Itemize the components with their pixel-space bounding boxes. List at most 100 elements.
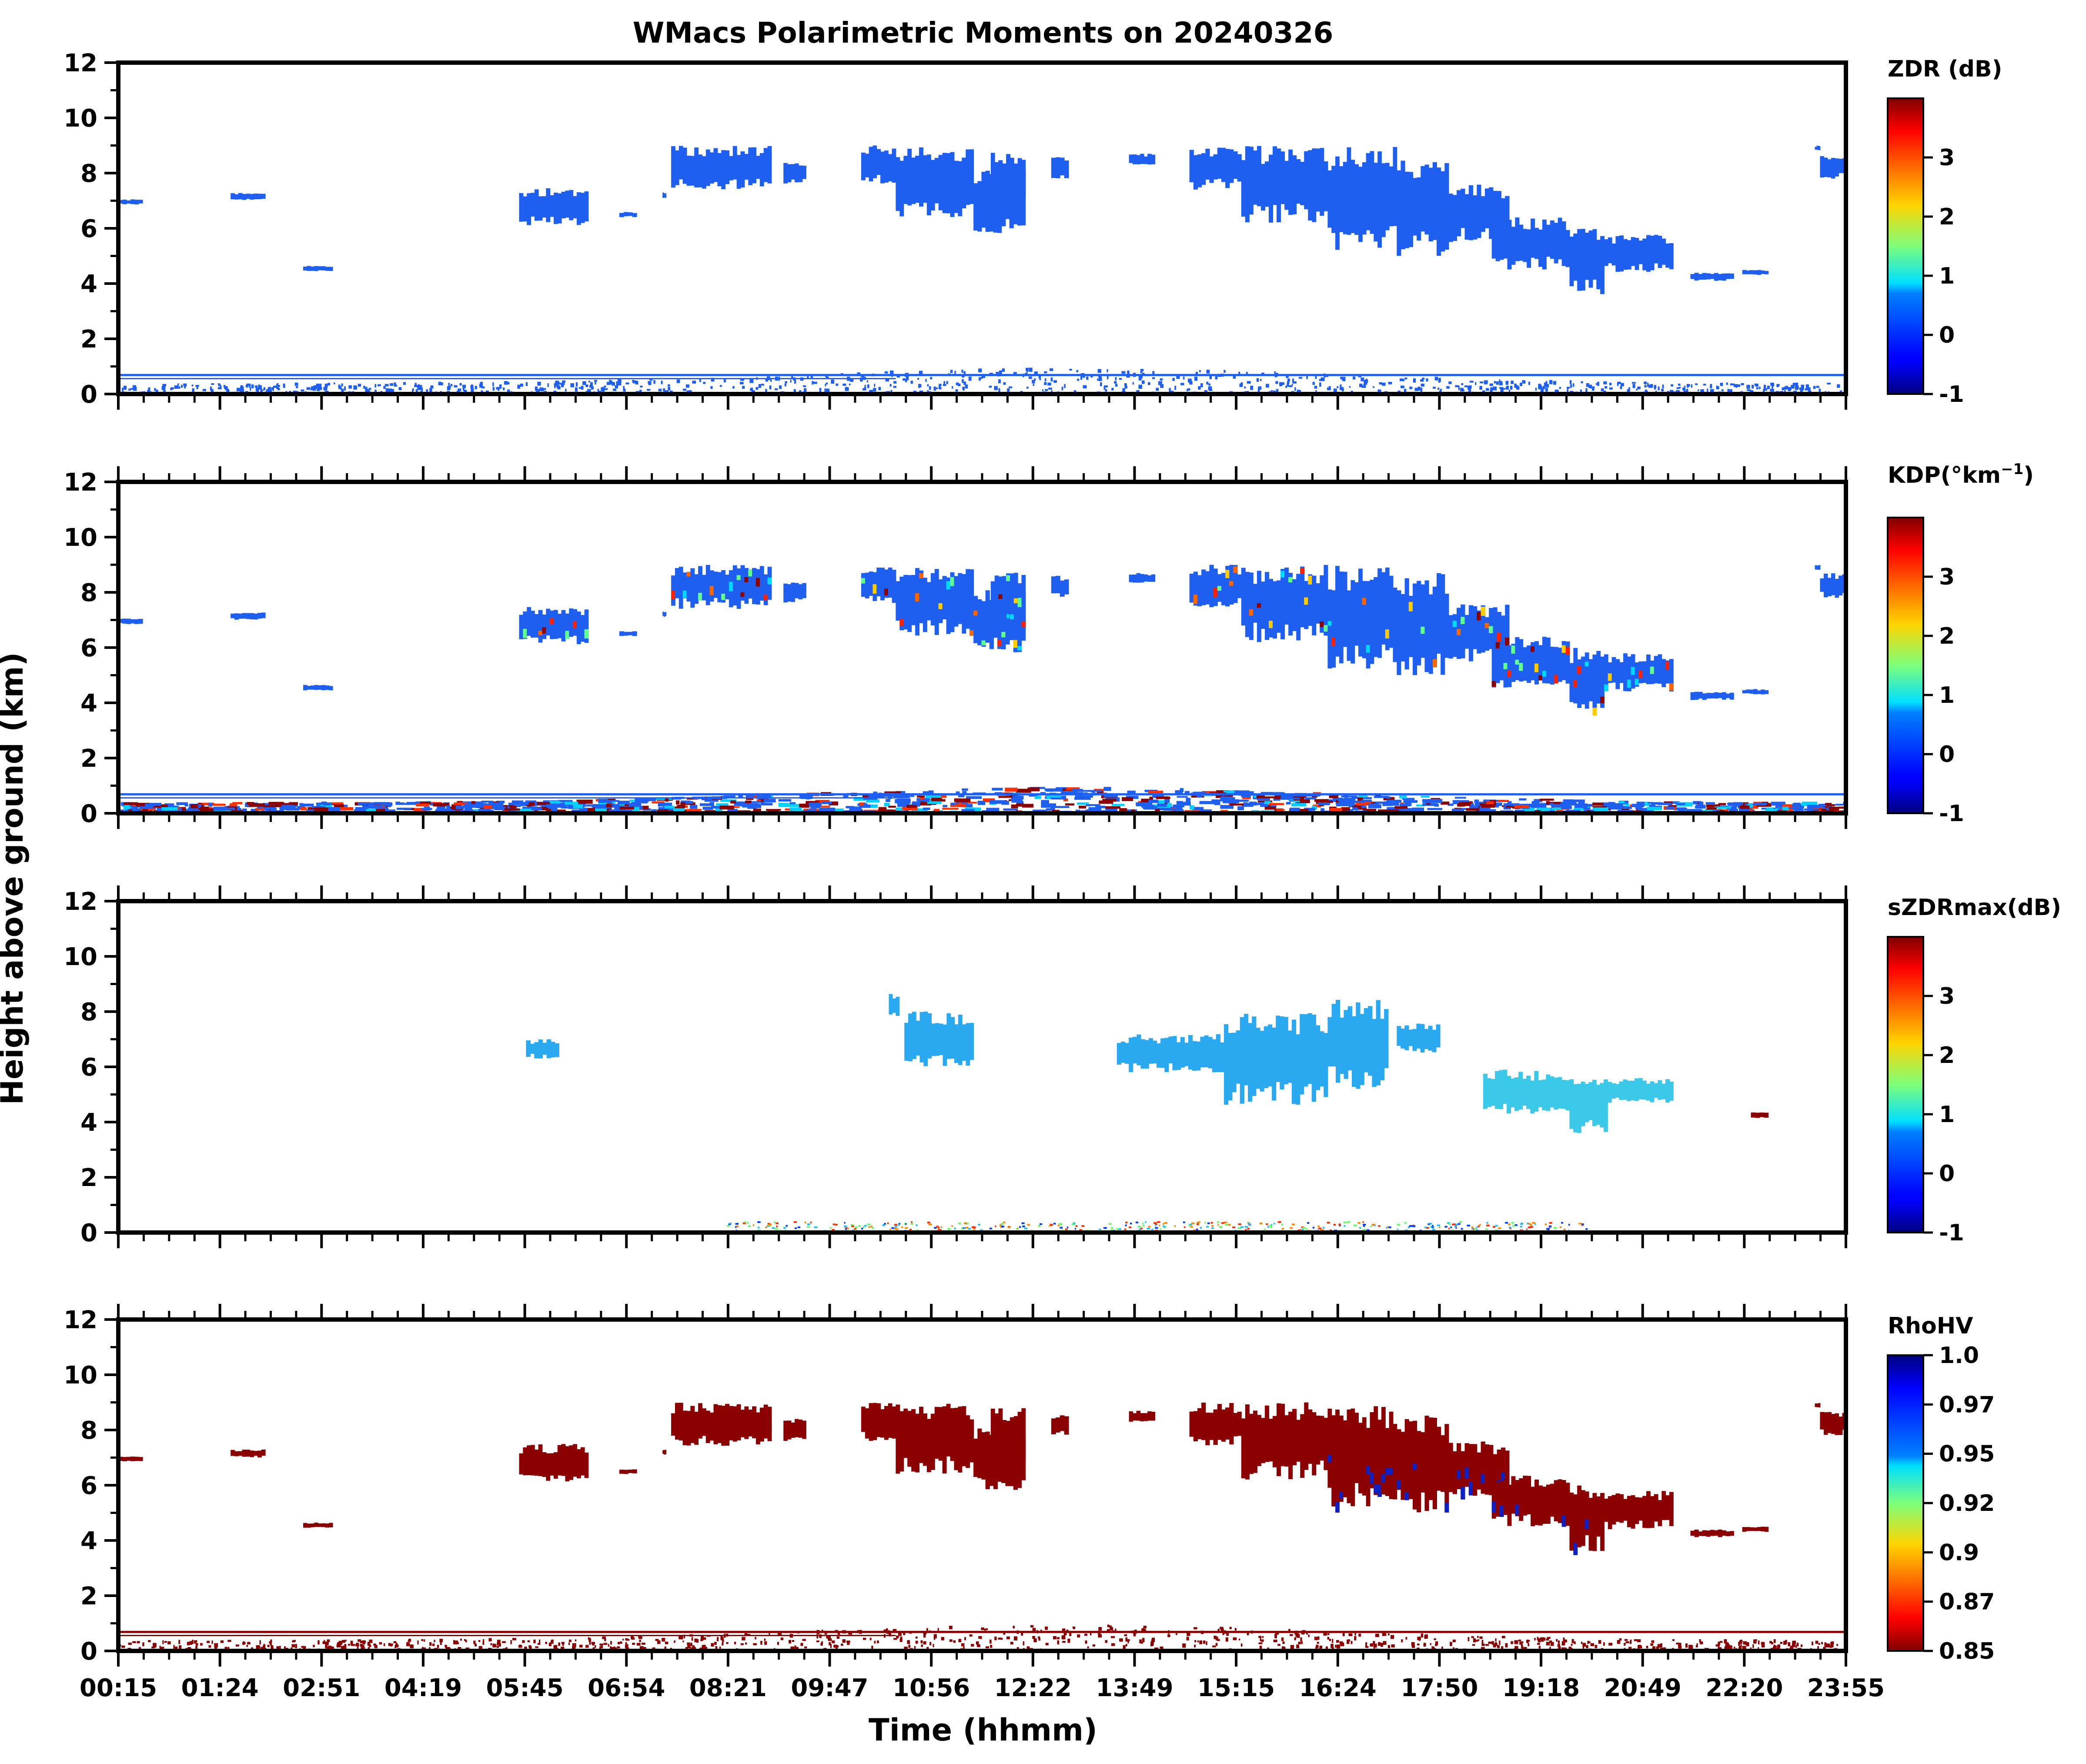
clutter-cell [755, 1637, 756, 1640]
clutter-cell [535, 1646, 538, 1648]
clutter-cell [121, 388, 124, 390]
heatmap-cell [942, 576, 947, 620]
heatmap-cell [555, 1043, 559, 1057]
clutter-cell [1474, 1228, 1477, 1230]
clutter-cell [1481, 1640, 1484, 1644]
heatmap-cell [791, 164, 796, 180]
clutter-cell [1685, 1643, 1688, 1648]
clutter-cell [1111, 1227, 1113, 1229]
clutter-cell [1404, 1222, 1407, 1224]
clutter-cell [1558, 1647, 1561, 1649]
clutter-cell [907, 1640, 910, 1644]
clutter-cell [812, 381, 814, 385]
clutter-cell [986, 808, 1000, 812]
clutter-cell [832, 1229, 835, 1231]
heatmap-cell [1343, 1420, 1347, 1497]
colorbar-tick-label: 3 [1939, 983, 1955, 1009]
clutter-cell [1459, 802, 1471, 806]
clutter-cell [841, 1644, 843, 1646]
clutter-cell [1012, 795, 1024, 800]
heatmap-cell [1729, 692, 1734, 700]
heatmap-cell [795, 163, 799, 183]
heatmap-cell [1327, 170, 1332, 228]
heatmap-cell [969, 1419, 974, 1463]
clutter-cell [1062, 1640, 1066, 1643]
clutter-cell [1420, 379, 1424, 382]
clutter-cell [481, 386, 485, 388]
heatmap-cell [709, 1412, 714, 1441]
clutter-cell [1049, 368, 1053, 371]
clutter-cell [1471, 1228, 1474, 1230]
clutter-cell [581, 386, 584, 390]
clutter-cell [147, 805, 153, 808]
clutter-cell [767, 810, 779, 812]
clutter-cell [188, 807, 199, 812]
heatmap-cell [130, 619, 135, 624]
clutter-cell [1416, 804, 1424, 807]
clutter-cell [340, 807, 354, 811]
clutter-cell [1203, 1640, 1206, 1644]
heatmap-cell [561, 610, 566, 641]
clutter-cell [1095, 805, 1106, 808]
clutter-cell [722, 1639, 724, 1642]
clutter-cell [1575, 803, 1588, 808]
clutter-cell [1140, 371, 1143, 373]
heatmap-cell [1421, 166, 1425, 232]
heatmap-cell [675, 1403, 679, 1440]
clutter-cell [163, 390, 166, 393]
clutter-cell [934, 1227, 937, 1229]
clutter-cell [1806, 387, 1811, 390]
clutter-cell [1033, 1638, 1037, 1643]
clutter-cell [869, 1637, 872, 1640]
heatmap-cell [1229, 1403, 1234, 1445]
clutter-cell [131, 806, 138, 809]
heatmap-cell [993, 1435, 998, 1490]
colorbar-tick-label: 0 [1939, 1161, 1955, 1187]
heatmap-cell [977, 599, 982, 645]
clutter-cell [1773, 1645, 1777, 1649]
clutter-cell [688, 390, 692, 394]
heatmap-cell [989, 1435, 994, 1486]
heatmap-cell [1690, 692, 1695, 700]
clutter-cell [1671, 384, 1674, 387]
clutter-cell [994, 1637, 997, 1640]
clutter-cell [1782, 387, 1784, 391]
clutter-cell [750, 388, 753, 391]
clutter-cell [854, 1228, 856, 1230]
clutter-cell [1301, 1229, 1304, 1231]
clutter-cell [690, 805, 698, 809]
clutter-cell [445, 1644, 447, 1648]
clutter-cell [408, 1639, 411, 1641]
clutter-cell [872, 1227, 874, 1229]
heatmap-cell [1312, 575, 1317, 635]
heatmap-cell [915, 593, 920, 602]
clutter-cell [1194, 1640, 1197, 1643]
heatmap-cell [542, 1452, 547, 1477]
clutter-cell [962, 379, 964, 383]
heatmap-cell [1661, 1083, 1666, 1099]
clutter-cell [1090, 375, 1093, 378]
clutter-cell [1637, 1645, 1639, 1649]
heatmap-cell [1635, 678, 1639, 685]
heatmap-cell [1577, 659, 1581, 708]
clutter-cell [589, 384, 592, 388]
clutter-cell [981, 1627, 985, 1630]
clutter-cell [448, 385, 451, 389]
clutter-cell [390, 383, 394, 386]
heatmap-cell [1694, 273, 1699, 281]
heatmap-cell [888, 1403, 893, 1438]
clutter-cell [930, 377, 933, 380]
heatmap-cell [557, 193, 562, 224]
clutter-cell [1151, 1637, 1155, 1642]
clutter-cell [475, 386, 477, 390]
clutter-cell [1746, 1642, 1749, 1647]
clutter-cell [479, 384, 483, 388]
clutter-cell [620, 804, 636, 807]
clutter-cell [1159, 1224, 1160, 1226]
clutter-cell [1141, 1628, 1145, 1633]
clutter-cell [1050, 1224, 1053, 1226]
clutter-cell [884, 1223, 886, 1225]
clutter-cell [1650, 1643, 1654, 1646]
clutter-cell [641, 1647, 645, 1650]
heatmap-cell [1669, 1081, 1674, 1101]
